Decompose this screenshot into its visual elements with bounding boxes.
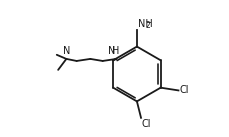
Text: Cl: Cl — [141, 119, 150, 129]
Text: Cl: Cl — [178, 85, 188, 95]
Text: H: H — [112, 46, 119, 56]
Text: N: N — [108, 46, 115, 56]
Text: N: N — [63, 46, 71, 56]
Text: 2: 2 — [145, 21, 150, 30]
Text: NH: NH — [137, 19, 152, 29]
